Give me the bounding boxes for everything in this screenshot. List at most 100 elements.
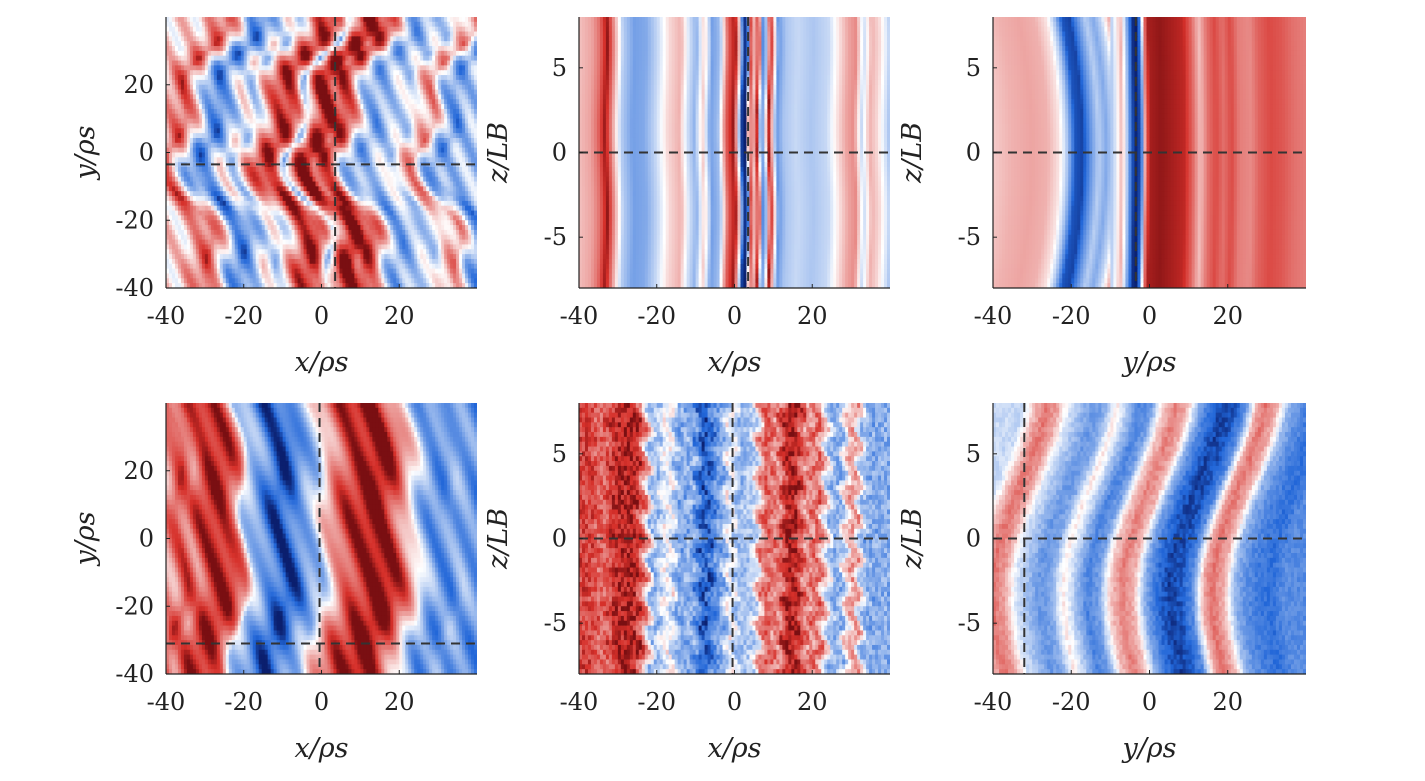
heatmap-cell: [468, 21, 472, 28]
heatmap-cell: [312, 94, 317, 100]
heatmap-cell: [294, 65, 299, 71]
heatmap-cell: [168, 104, 173, 110]
heatmap-cell: [174, 142, 179, 149]
heatmap-cell: [471, 118, 475, 125]
heatmap-cell: [435, 196, 439, 202]
heatmap-cell: [267, 46, 272, 52]
heatmap-cell: [345, 99, 350, 105]
heatmap-cell: [351, 181, 355, 187]
heatmap-cell: [267, 75, 272, 81]
heatmap-cell: [231, 137, 236, 144]
heatmap-cell: [222, 104, 227, 110]
heatmap-cell: [474, 196, 477, 202]
heatmap-cell: [414, 123, 418, 129]
heatmap-cell: [393, 200, 397, 207]
heatmap-cell: [402, 133, 406, 139]
heatmap-cell: [195, 94, 200, 100]
heatmap-cell: [387, 167, 391, 173]
heatmap-cell: [219, 60, 224, 66]
heatmap-cell: [345, 220, 350, 226]
heatmap-cell: [405, 229, 409, 236]
heatmap-cell: [246, 234, 251, 241]
heatmap-cell: [270, 152, 275, 158]
heatmap-cell: [249, 36, 254, 42]
heatmap-cell: [414, 108, 418, 115]
heatmap-cell: [264, 176, 269, 183]
heatmap-cell: [357, 229, 361, 236]
heatmap-cell: [168, 75, 173, 81]
heatmap-cell: [261, 70, 266, 76]
heatmap-cell: [267, 50, 272, 57]
heatmap-cell: [219, 157, 224, 163]
heatmap-cell: [384, 239, 388, 246]
heatmap-cell: [351, 234, 355, 241]
heatmap-cell: [207, 79, 212, 86]
heatmap-cell: [237, 210, 242, 217]
heatmap-cell: [291, 220, 296, 226]
heatmap-cell: [201, 157, 206, 163]
heatmap-cell: [435, 89, 439, 96]
heatmap-cell: [351, 167, 355, 173]
heatmap-cell: [315, 70, 320, 76]
heatmap-cell: [351, 171, 355, 178]
heatmap-cell: [201, 70, 206, 76]
heatmap-cell: [366, 128, 370, 134]
heatmap-cell: [321, 234, 326, 241]
heatmap-cell: [201, 137, 206, 144]
heatmap-cell: [201, 94, 206, 100]
heatmap-cell: [408, 205, 412, 212]
heatmap-cell: [354, 215, 358, 221]
heatmap-cell: [441, 17, 445, 23]
heatmap-cell: [255, 220, 260, 226]
heatmap-cell: [309, 70, 314, 76]
heatmap-cell: [411, 26, 415, 33]
heatmap-cell: [426, 239, 430, 246]
heatmap-cell: [204, 137, 209, 144]
heatmap-cell: [198, 21, 203, 28]
heatmap-cell: [231, 152, 236, 158]
heatmap-cell: [408, 75, 412, 81]
heatmap-cell: [300, 41, 305, 47]
heatmap-cell: [321, 21, 326, 28]
heatmap-cell: [444, 84, 448, 91]
heatmap-cell: [396, 239, 400, 246]
heatmap-cell: [198, 186, 203, 192]
heatmap-cell: [270, 220, 275, 226]
heatmap-cell: [375, 65, 379, 71]
heatmap-cell: [234, 60, 239, 66]
heatmap-cell: [177, 46, 182, 52]
heatmap-cell: [270, 89, 275, 96]
heatmap-cell: [219, 75, 224, 81]
heatmap-cell: [177, 65, 182, 71]
heatmap-cell: [186, 75, 191, 81]
heatmap-cell: [471, 225, 475, 231]
heatmap-cell: [444, 210, 448, 217]
heatmap-cell: [396, 46, 400, 52]
heatmap-cell: [366, 84, 370, 91]
heatmap-cell: [207, 36, 212, 42]
heatmap-cell: [234, 239, 239, 246]
heatmap-cell: [339, 99, 344, 105]
heatmap-cell: [336, 17, 341, 23]
heatmap-cell: [372, 65, 376, 71]
heatmap-cell: [195, 123, 200, 129]
heatmap-cell: [303, 60, 308, 66]
heatmap-cell: [279, 128, 284, 134]
heatmap-cell: [166, 244, 170, 250]
heatmap-cell: [462, 65, 466, 71]
heatmap-cell: [441, 46, 445, 52]
heatmap-cell: [264, 191, 269, 197]
heatmap-cell: [219, 123, 224, 129]
heatmap-cell: [408, 41, 412, 47]
heatmap-cell: [195, 215, 200, 221]
heatmap-cell: [441, 113, 445, 120]
heatmap-cell: [192, 108, 197, 115]
heatmap-cell: [438, 186, 442, 192]
heatmap-cell: [474, 21, 477, 28]
heatmap-cell: [276, 186, 281, 192]
heatmap-cell: [243, 104, 248, 110]
heatmap-cell: [336, 65, 341, 71]
heatmap-cell: [300, 31, 305, 37]
heatmap-cell: [429, 200, 433, 207]
heatmap-cell: [363, 244, 367, 250]
